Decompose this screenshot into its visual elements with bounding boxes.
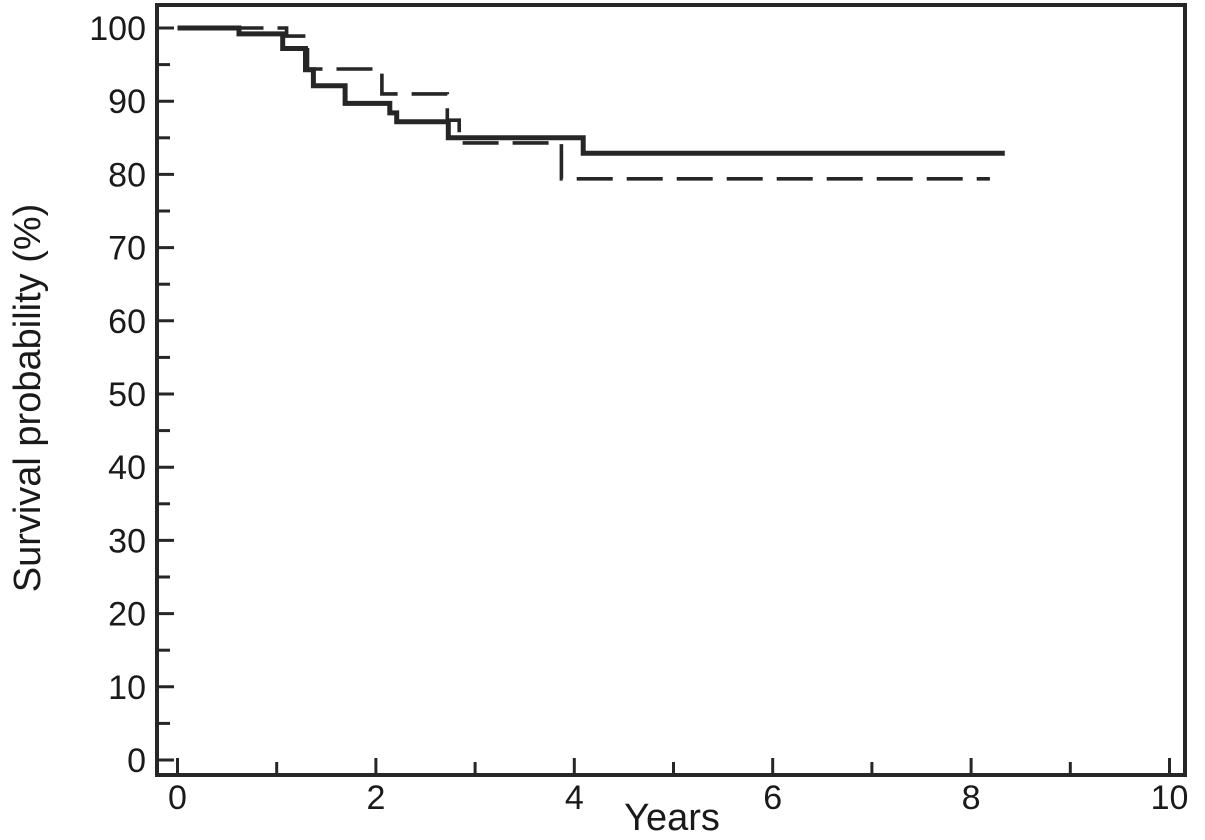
y-tick-label: 50 [108,376,146,414]
x-axis-title: Years [624,797,720,839]
y-tick-label: 40 [108,449,146,487]
y-tick-label: 80 [108,156,146,194]
y-tick-label: 30 [108,522,146,560]
plot-border [155,3,1187,777]
x-tick-label: 8 [962,779,981,817]
y-tick-label: 90 [108,83,146,121]
survival-curves [177,25,1005,181]
y-tick-label: 20 [108,596,146,634]
y-tick-label: 100 [89,10,146,48]
x-tick-label: 4 [565,779,584,817]
series-solid-curve [177,25,1005,156]
x-tick-label: 2 [366,779,385,817]
series-dashed-curve [177,26,990,181]
plot-frame [155,3,1187,777]
y-tick-label: 70 [108,230,146,268]
axis-tick-labels: 0 10 20 30 40 50 60 70 80 90 100 0 2 4 6 8 10 [89,10,1188,817]
y-tick-label: 10 [108,669,146,707]
axis-ticks [157,26,1171,775]
x-tick-label: 0 [168,779,187,817]
y-tick-label: 0 [127,742,146,780]
y-axis-title: Survival probability (%) [7,204,49,593]
y-tick-label: 60 [108,303,146,341]
x-tick-label: 10 [1151,779,1189,817]
x-tick-label: 6 [763,779,782,817]
